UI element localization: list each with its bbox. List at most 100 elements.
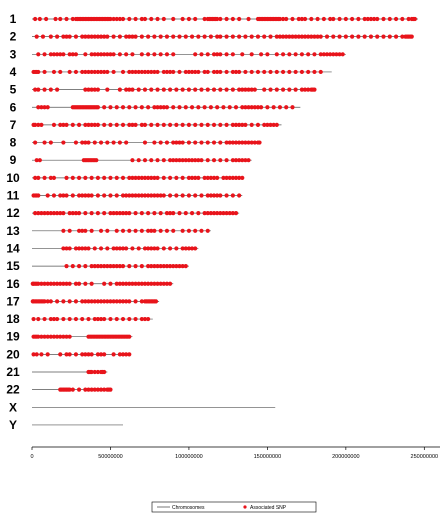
snp-marker xyxy=(152,34,157,39)
snp-marker xyxy=(167,281,173,286)
snp-marker xyxy=(334,52,339,57)
snp-marker xyxy=(277,34,283,39)
snp-marker xyxy=(95,316,101,322)
snp-marker xyxy=(146,228,151,233)
chromosome-label: X xyxy=(9,400,17,414)
snp-marker xyxy=(48,52,53,57)
snp-marker xyxy=(98,34,104,39)
snp-marker xyxy=(167,69,173,75)
snp-marker xyxy=(146,34,151,39)
snp-marker xyxy=(58,16,63,22)
snp-marker xyxy=(139,16,144,22)
snp-marker xyxy=(45,352,50,357)
snp-marker xyxy=(95,299,101,304)
snp-marker xyxy=(218,69,223,75)
snp-marker xyxy=(196,105,201,110)
snp-marker xyxy=(177,34,182,39)
snp-marker xyxy=(243,87,248,92)
snp-marker xyxy=(280,69,286,75)
snp-marker xyxy=(161,87,166,92)
snp-marker xyxy=(243,105,248,110)
snp-marker xyxy=(124,211,129,216)
snp-marker xyxy=(167,175,173,180)
snp-marker xyxy=(211,52,217,57)
snp-marker xyxy=(51,316,57,322)
snp-marker xyxy=(233,122,239,127)
snp-marker xyxy=(224,175,229,180)
snp-marker xyxy=(208,175,213,180)
snp-marker xyxy=(149,246,154,251)
snp-marker xyxy=(177,264,182,269)
snp-marker xyxy=(174,158,179,163)
snp-marker xyxy=(202,69,207,75)
snp-marker xyxy=(111,352,116,357)
snp-marker xyxy=(387,16,392,22)
snp-marker xyxy=(127,281,132,286)
snp-marker xyxy=(277,16,283,22)
chromosome-row-14: 14 xyxy=(6,241,199,255)
snp-marker xyxy=(142,246,148,251)
chromosome-label: 20 xyxy=(6,347,20,361)
snp-marker xyxy=(296,16,301,22)
snp-marker xyxy=(114,281,119,286)
snp-marker xyxy=(290,34,295,39)
snp-marker xyxy=(86,69,91,75)
chromosome-row-1: 1 xyxy=(10,12,419,26)
snp-marker xyxy=(133,228,138,233)
snp-marker xyxy=(161,193,166,198)
snp-marker xyxy=(296,34,301,39)
snp-marker xyxy=(124,246,129,251)
snp-marker xyxy=(73,52,79,57)
snp-marker xyxy=(139,122,144,127)
snp-marker xyxy=(215,211,220,216)
snp-marker xyxy=(139,105,144,110)
snp-marker xyxy=(186,140,192,145)
snp-marker xyxy=(302,34,308,39)
snp-marker xyxy=(243,34,248,39)
snp-marker xyxy=(55,316,60,322)
chromosome-row-15: 15 xyxy=(6,259,189,273)
snp-marker xyxy=(58,69,63,75)
snp-marker xyxy=(249,52,254,57)
snp-marker xyxy=(42,175,47,180)
snp-marker xyxy=(205,193,210,198)
snp-marker xyxy=(133,175,138,180)
snp-marker xyxy=(146,211,151,216)
snp-marker xyxy=(58,122,63,127)
snp-marker xyxy=(155,87,160,92)
snp-marker xyxy=(83,193,88,198)
snp-marker xyxy=(161,122,166,127)
snp-marker xyxy=(224,211,229,216)
snp-marker xyxy=(149,16,154,22)
chromosome-row-19: 19 xyxy=(6,330,133,344)
snp-marker xyxy=(76,193,82,198)
snp-marker xyxy=(246,16,251,22)
snp-marker xyxy=(89,387,94,392)
snp-marker xyxy=(102,281,107,286)
snp-marker xyxy=(164,264,170,269)
snp-marker xyxy=(215,105,220,110)
snp-marker xyxy=(142,316,148,322)
snp-marker xyxy=(249,87,254,92)
snp-marker xyxy=(393,34,399,39)
snp-marker xyxy=(149,175,154,180)
chromosome-row-18: 18 xyxy=(6,312,153,326)
snp-marker xyxy=(36,52,41,57)
snp-marker xyxy=(171,158,176,163)
snp-marker xyxy=(102,369,107,375)
snp-marker xyxy=(180,158,185,163)
snp-marker xyxy=(171,69,176,75)
snp-marker xyxy=(211,175,217,180)
snp-marker xyxy=(152,52,157,57)
snp-marker xyxy=(318,52,323,57)
snp-marker xyxy=(280,87,286,92)
snp-marker xyxy=(237,193,242,198)
snp-marker xyxy=(89,175,94,180)
snp-marker xyxy=(233,211,239,216)
snp-marker xyxy=(312,69,317,75)
snp-marker xyxy=(36,334,41,339)
snp-marker xyxy=(174,87,179,92)
snp-marker xyxy=(73,34,79,39)
